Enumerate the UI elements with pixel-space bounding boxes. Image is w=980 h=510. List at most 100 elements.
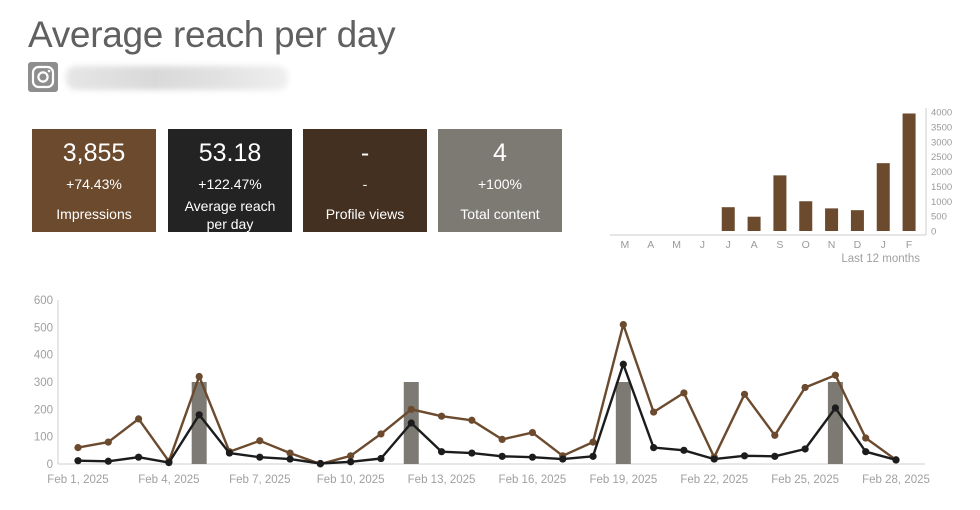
x-tick-label: J bbox=[726, 239, 731, 251]
series-point bbox=[740, 390, 749, 398]
series-point bbox=[316, 459, 324, 468]
y-tick-label: 3500 bbox=[931, 122, 952, 133]
series-point bbox=[619, 360, 627, 368]
bar bbox=[825, 208, 839, 231]
series-point bbox=[650, 408, 658, 416]
kpi-impressions: 3,855 +74.43% Impressions bbox=[32, 129, 156, 232]
bar bbox=[850, 210, 864, 231]
kpi-change: +122.47% bbox=[198, 176, 262, 192]
kpi-label: Profile views bbox=[325, 206, 405, 222]
bar bbox=[773, 175, 787, 231]
series-point bbox=[256, 453, 264, 461]
x-tick-label: S bbox=[776, 239, 783, 251]
kpi-label: Impressions bbox=[56, 206, 132, 222]
x-tick-label: Feb 1, 2025 bbox=[47, 474, 108, 486]
x-tick-label: Feb 28, 2025 bbox=[862, 474, 930, 486]
y-tick-label: 300 bbox=[34, 377, 53, 389]
y-tick-label: 2000 bbox=[931, 167, 952, 178]
series-point bbox=[377, 430, 385, 438]
series-point bbox=[437, 448, 446, 456]
series-point bbox=[377, 454, 385, 463]
instagram-icon[interactable] bbox=[28, 62, 58, 92]
series-point bbox=[134, 453, 143, 461]
content-bar bbox=[615, 382, 631, 464]
bar bbox=[799, 201, 813, 231]
series-point bbox=[892, 456, 900, 464]
x-tick-label: A bbox=[751, 239, 758, 251]
kpi-value: - bbox=[360, 139, 370, 167]
kpi-label: Total content bbox=[460, 206, 540, 222]
series-point bbox=[347, 452, 355, 460]
bar bbox=[876, 163, 890, 231]
series-point bbox=[619, 321, 627, 329]
series-point bbox=[740, 452, 749, 460]
bar bbox=[747, 216, 761, 231]
series-point bbox=[286, 449, 294, 457]
series-point bbox=[165, 459, 173, 467]
series-point bbox=[347, 458, 355, 466]
series-point bbox=[437, 412, 446, 420]
kpi-average-reach: 53.18 +122.47% Average reach per day bbox=[168, 129, 292, 232]
x-tick-label: M bbox=[672, 239, 681, 251]
x-tick-label: Feb 4, 2025 bbox=[138, 474, 199, 486]
y-tick-label: 0 bbox=[47, 459, 53, 471]
y-tick-label: 400 bbox=[34, 350, 53, 362]
y-tick-label: 3000 bbox=[931, 137, 952, 148]
kpi-value: 3,855 bbox=[62, 139, 126, 167]
series-line bbox=[77, 323, 897, 466]
series-point bbox=[256, 437, 264, 445]
series-point bbox=[498, 452, 506, 460]
series-point bbox=[528, 428, 537, 437]
series-point bbox=[498, 435, 506, 443]
x-tick-label: A bbox=[647, 239, 654, 251]
page-title: Average reach per day bbox=[28, 14, 396, 55]
monthly-bar-chart: 0 500 1000 1500 2000 2500 3000 3500 4000 M A M J J A S O… bbox=[610, 108, 952, 265]
kpi-profile-views: - - Profile views bbox=[303, 129, 427, 232]
content-bar bbox=[827, 382, 843, 464]
y-tick-label: 1500 bbox=[931, 182, 952, 193]
series-point bbox=[801, 383, 809, 392]
y-tick-label: 2500 bbox=[931, 152, 952, 163]
kpi-value: 4 bbox=[493, 139, 507, 167]
series-point bbox=[862, 448, 870, 456]
series-point bbox=[225, 449, 234, 457]
x-tick-label: Feb 22, 2025 bbox=[680, 474, 748, 486]
series-point bbox=[468, 416, 476, 424]
series-point bbox=[650, 444, 658, 452]
y-tick-label: 100 bbox=[34, 432, 53, 444]
x-tick-label: D bbox=[854, 239, 862, 251]
series-point bbox=[468, 449, 476, 457]
x-tick-label: Feb 16, 2025 bbox=[499, 474, 567, 486]
series-point bbox=[134, 415, 143, 423]
x-tick-label: Feb 13, 2025 bbox=[408, 474, 476, 486]
kpi-value: 53.18 bbox=[198, 139, 262, 167]
x-tick-label: Feb 7, 2025 bbox=[229, 474, 290, 486]
x-tick-label: J bbox=[881, 239, 886, 251]
y-tick-label: 500 bbox=[931, 212, 947, 223]
y-tick-label: 500 bbox=[34, 322, 53, 334]
y-tick-label: 1000 bbox=[931, 197, 952, 208]
series-point bbox=[104, 457, 112, 465]
series-point bbox=[831, 404, 840, 412]
series-line bbox=[77, 362, 897, 465]
series-point bbox=[286, 455, 294, 463]
x-tick-label: Feb 10, 2025 bbox=[317, 474, 385, 486]
x-tick-label: O bbox=[802, 239, 810, 251]
series-point bbox=[862, 434, 870, 442]
y-tick-label: 4000 bbox=[931, 108, 952, 119]
bar bbox=[902, 113, 916, 231]
account-name-blurred bbox=[66, 66, 288, 90]
kpi-change: - bbox=[362, 176, 368, 192]
series-point bbox=[559, 455, 567, 463]
daily-line-chart: 0 100 200 300 400 500 600 Feb 1, 2025 Feb 4, 202… bbox=[34, 295, 930, 486]
x-tick-label: Feb 25, 2025 bbox=[771, 474, 839, 486]
series-point bbox=[528, 453, 537, 461]
series-point bbox=[589, 438, 597, 446]
x-tick-label: J bbox=[700, 239, 705, 251]
series-point bbox=[74, 457, 82, 465]
series-point bbox=[589, 452, 597, 460]
series-point bbox=[771, 431, 779, 439]
kpi-change: +100% bbox=[478, 176, 522, 192]
y-tick-label: 600 bbox=[34, 295, 53, 307]
kpi-label: Average reach per day bbox=[184, 198, 276, 232]
